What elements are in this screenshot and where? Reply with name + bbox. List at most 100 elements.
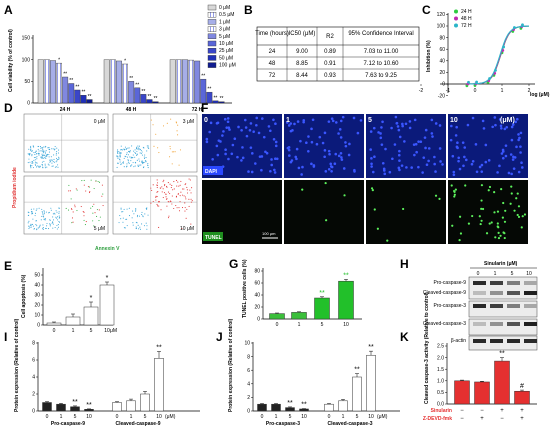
panel-d-event: [185, 183, 187, 185]
G-chart-bar: [338, 280, 354, 320]
panel-c-ytick-label: 40: [439, 59, 445, 65]
panel-f-nucleus: [369, 130, 373, 133]
panel-c-ytick-label: 20: [439, 70, 445, 76]
panel-d-event: [156, 182, 159, 184]
panel-f-tunel-spot: [459, 232, 463, 235]
panel-d-event: [125, 156, 127, 158]
panel-f-nucleus: [269, 169, 272, 173]
panel-d-event: [126, 153, 128, 155]
panel-d-event: [164, 185, 166, 187]
panel-d-event: [53, 154, 55, 156]
panel-d-dose-label: 3 μM: [183, 119, 194, 125]
panel-d-event: [30, 226, 32, 228]
panel-f-tunel-spot: [516, 213, 519, 217]
panel-d-event: [168, 215, 170, 217]
panel-e-letter: E: [4, 259, 12, 273]
panel-d-event: [47, 163, 49, 165]
panel-f-nucleus: [370, 165, 373, 168]
panel-d-event: [36, 225, 38, 227]
panel-f-tunel-spot: [516, 192, 519, 195]
panel-a-bar: [74, 89, 81, 104]
panel-d-event: [56, 219, 59, 221]
panel-d-event: [147, 162, 149, 165]
panel-f-nucleus: [340, 158, 344, 161]
panel-d-event: [34, 154, 36, 156]
J-chart-bar: [366, 354, 376, 412]
K-chart-bar: [514, 390, 530, 405]
panel-f-nucleus: [295, 147, 299, 151]
panel-d-event: [55, 216, 57, 218]
J-chart-ytick-label: 8: [247, 354, 250, 360]
panel-d-event: [42, 227, 45, 229]
E-chart-x-label: 0: [53, 328, 56, 334]
G-chart-bar: [269, 313, 285, 320]
panel-c-point: [467, 80, 470, 84]
panel-d-event: [161, 191, 163, 193]
panel-k-treatment-label: Sinularin: [431, 408, 452, 414]
panel-f-nucleus: [274, 140, 278, 144]
panel-d-event: [32, 218, 34, 220]
panel-d-event: [143, 166, 145, 168]
J-chart-group-label: Cleaved-caspase-3: [327, 421, 372, 427]
I-chart-significance-mark: **: [86, 402, 92, 409]
panel-f-nucleus: [205, 137, 209, 141]
panel-c-legend-label: 24 H: [461, 9, 472, 15]
panel-f-nucleus: [237, 125, 240, 129]
panel-d-event: [167, 182, 169, 184]
panel-f-nucleus: [390, 126, 393, 130]
panel-f-nucleus: [487, 159, 491, 162]
panel-d-event: [37, 148, 39, 150]
panel-f-nucleus: [369, 148, 372, 151]
panel-c-point: [475, 80, 478, 84]
panel-f-nucleus: [456, 146, 459, 150]
panel-d-event: [176, 207, 178, 209]
panel-d-flow-cytometry: Propidium iodide Annexin V 0 μM 3 μM 5 μM 1…: [12, 113, 198, 252]
panel-d-event: [128, 215, 131, 217]
panel-d-event: [142, 163, 144, 165]
panel-f-nucleus: [334, 152, 338, 156]
panel-d-event: [186, 192, 189, 194]
panel-d-event: [48, 212, 50, 214]
panel-d-event: [28, 225, 30, 227]
panel-d-event: [85, 221, 87, 223]
panel-d-event: [29, 165, 32, 167]
panel-d-event: [171, 195, 173, 197]
panel-a-bar: [103, 59, 110, 104]
panel-f-tunel-spot: [453, 190, 456, 194]
E-chart-x-label: 10: [104, 328, 110, 334]
panel-d-event: [58, 211, 60, 213]
panel-d-event: [38, 152, 40, 154]
panel-h-band: [507, 304, 520, 308]
panel-d-event: [169, 145, 171, 147]
panel-d-event: [33, 208, 35, 210]
panel-d-event: [121, 149, 123, 151]
panel-d-event: [175, 204, 177, 207]
panel-f-nucleus: [258, 155, 262, 158]
panel-d-event: [56, 147, 58, 149]
panel-f-nucleus: [434, 170, 437, 173]
panel-f-nucleus: [327, 167, 331, 171]
panel-a-legend-label: 0 μM: [219, 5, 230, 11]
panel-d-event: [178, 164, 180, 166]
panel-d-ylabel: Propidium iodide: [12, 167, 18, 208]
panel-d-event: [156, 184, 158, 187]
panel-d-event: [133, 150, 135, 152]
panel-f-scalebar-label: 100 μm: [262, 231, 276, 236]
panel-d-event: [167, 217, 170, 219]
panel-d-event: [50, 156, 52, 158]
panel-c-xtick-label: -1: [446, 88, 451, 94]
panel-f-nucleus: [383, 169, 386, 172]
panel-f-row-tag: [203, 232, 223, 241]
panel-d-event: [141, 211, 143, 213]
panel-d-event: [48, 147, 50, 149]
panel-d-xlabel: Annexin V: [95, 246, 120, 252]
panel-d-event: [184, 210, 186, 212]
panel-d-dose-label: 5 μM: [94, 226, 105, 232]
panel-d-event: [122, 217, 124, 219]
panel-d-event: [169, 156, 171, 158]
panel-d-event: [184, 202, 186, 204]
panel-f-nucleus: [450, 124, 453, 128]
panel-d-event: [55, 157, 58, 159]
panel-d-event: [39, 224, 41, 226]
panel-d-event: [170, 118, 172, 120]
